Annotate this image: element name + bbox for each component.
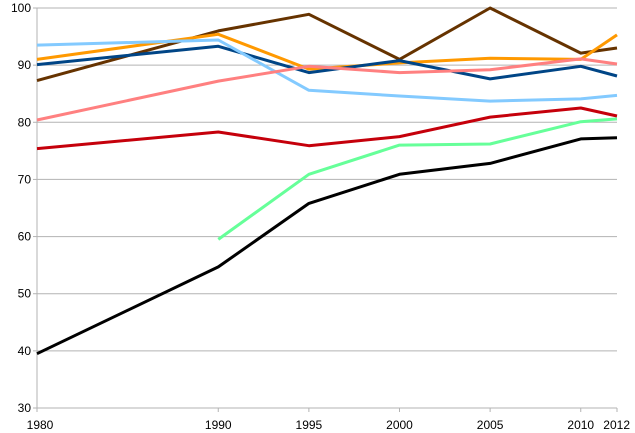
y-tick-label: 50 xyxy=(18,287,32,301)
x-tick-label: 2005 xyxy=(477,418,504,432)
series-line-5 xyxy=(36,57,618,122)
x-tick-label: 1990 xyxy=(205,418,232,432)
gridlines xyxy=(37,7,617,409)
tick-labels: 30 40 50 60 70 80 90 100 1980 1990 1995 2000 2005 201… xyxy=(11,1,630,432)
y-tick-label: 60 xyxy=(18,230,32,244)
series-line-8 xyxy=(36,136,618,356)
series-line-6 xyxy=(36,106,618,151)
series-line-4 xyxy=(36,38,618,103)
y-tick-label: 70 xyxy=(18,172,32,186)
axes xyxy=(33,7,618,412)
y-tick-label: 100 xyxy=(11,1,31,15)
series-lines xyxy=(36,6,618,356)
x-tick-label: 1995 xyxy=(296,418,323,432)
series-line-3 xyxy=(36,44,618,81)
y-tick-label: 80 xyxy=(18,115,32,129)
y-tick-label: 30 xyxy=(18,401,32,415)
x-tick-label: 1980 xyxy=(27,418,54,432)
y-tick-label: 40 xyxy=(18,344,32,358)
x-tick-label: 2010 xyxy=(567,418,594,432)
series-line-7 xyxy=(217,117,618,241)
x-tick-label: 2012 xyxy=(603,418,630,432)
y-tick-label: 90 xyxy=(18,58,32,72)
x-tick-label: 2000 xyxy=(386,418,413,432)
